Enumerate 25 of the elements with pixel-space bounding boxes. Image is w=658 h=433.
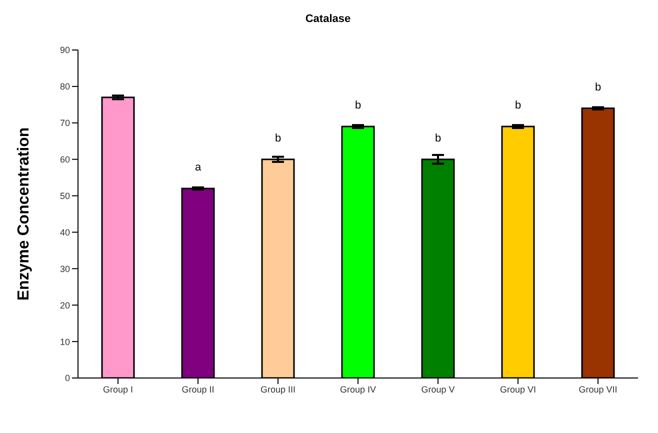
y-tick-label: 60 xyxy=(60,154,70,165)
x-tick-label: Group VII xyxy=(578,384,618,394)
y-tick-label: 30 xyxy=(60,264,70,274)
y-tick-label: 20 xyxy=(60,300,70,310)
annotation: b xyxy=(594,81,602,94)
annotation: b xyxy=(514,100,522,112)
x-tick-label: Group I xyxy=(102,384,134,394)
y-tick-label: 40 xyxy=(60,227,70,238)
x-tick-label: Group V xyxy=(421,384,455,394)
y-tick-label: 70 xyxy=(60,118,70,128)
y-tick-label: 10 xyxy=(60,336,70,347)
chart-title: Catalase xyxy=(304,12,352,27)
y-tick-label: 80 xyxy=(60,82,70,92)
annotation: b xyxy=(354,100,362,112)
annotation: b xyxy=(274,132,282,144)
y-tick-label: 0 xyxy=(64,373,70,384)
annotation: b xyxy=(434,132,442,144)
x-tick-label: Group II xyxy=(182,384,214,394)
y-tick-label: 90 xyxy=(60,45,70,56)
y-tick-label: 50 xyxy=(60,190,70,201)
x-tick-label: Group III xyxy=(260,384,296,394)
x-tick-label: Group VI xyxy=(500,384,536,394)
y-axis-title: Enzyme Concentration xyxy=(16,127,33,301)
annotation: a xyxy=(194,161,202,174)
x-tick-label: Group IV xyxy=(340,384,376,394)
